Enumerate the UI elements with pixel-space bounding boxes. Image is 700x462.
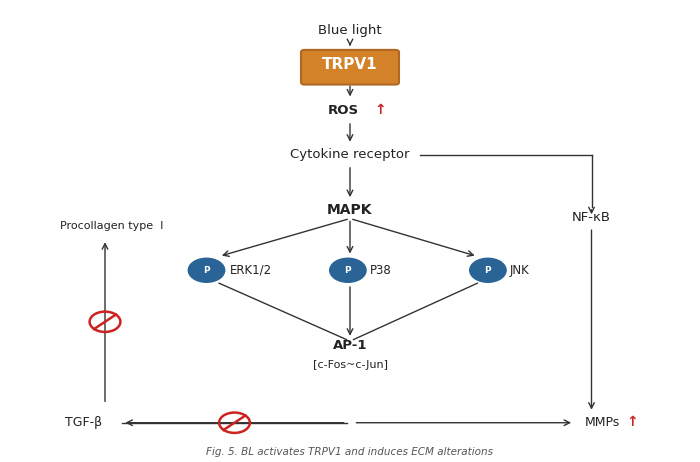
Text: ERK1/2: ERK1/2 <box>230 264 272 277</box>
FancyBboxPatch shape <box>301 50 399 85</box>
Circle shape <box>330 258 366 282</box>
Text: Fig. 5. BL activates TRPV1 and induces ECM alterations: Fig. 5. BL activates TRPV1 and induces E… <box>206 447 494 457</box>
Text: ↑: ↑ <box>626 415 638 429</box>
Circle shape <box>188 258 225 282</box>
Text: ROS: ROS <box>328 104 358 117</box>
Text: [c-Fos~c-Jun]: [c-Fos~c-Jun] <box>312 360 388 370</box>
Text: P: P <box>203 266 210 275</box>
Text: NF-κB: NF-κB <box>572 211 611 224</box>
Circle shape <box>470 258 506 282</box>
Text: P: P <box>344 266 351 275</box>
Text: TGF-β: TGF-β <box>65 416 103 429</box>
Text: JNK: JNK <box>510 264 529 277</box>
Text: P38: P38 <box>370 264 391 277</box>
Text: ↑: ↑ <box>374 103 386 117</box>
Text: Blue light: Blue light <box>318 24 382 36</box>
Text: TRPV1: TRPV1 <box>322 57 378 72</box>
Text: P: P <box>484 266 491 275</box>
Text: AP-1: AP-1 <box>332 339 368 352</box>
Text: MAPK: MAPK <box>328 203 372 217</box>
Text: MMPs: MMPs <box>584 416 620 429</box>
Text: Cytokine receptor: Cytokine receptor <box>290 148 410 161</box>
Text: Procollagen type  I: Procollagen type I <box>60 221 164 231</box>
